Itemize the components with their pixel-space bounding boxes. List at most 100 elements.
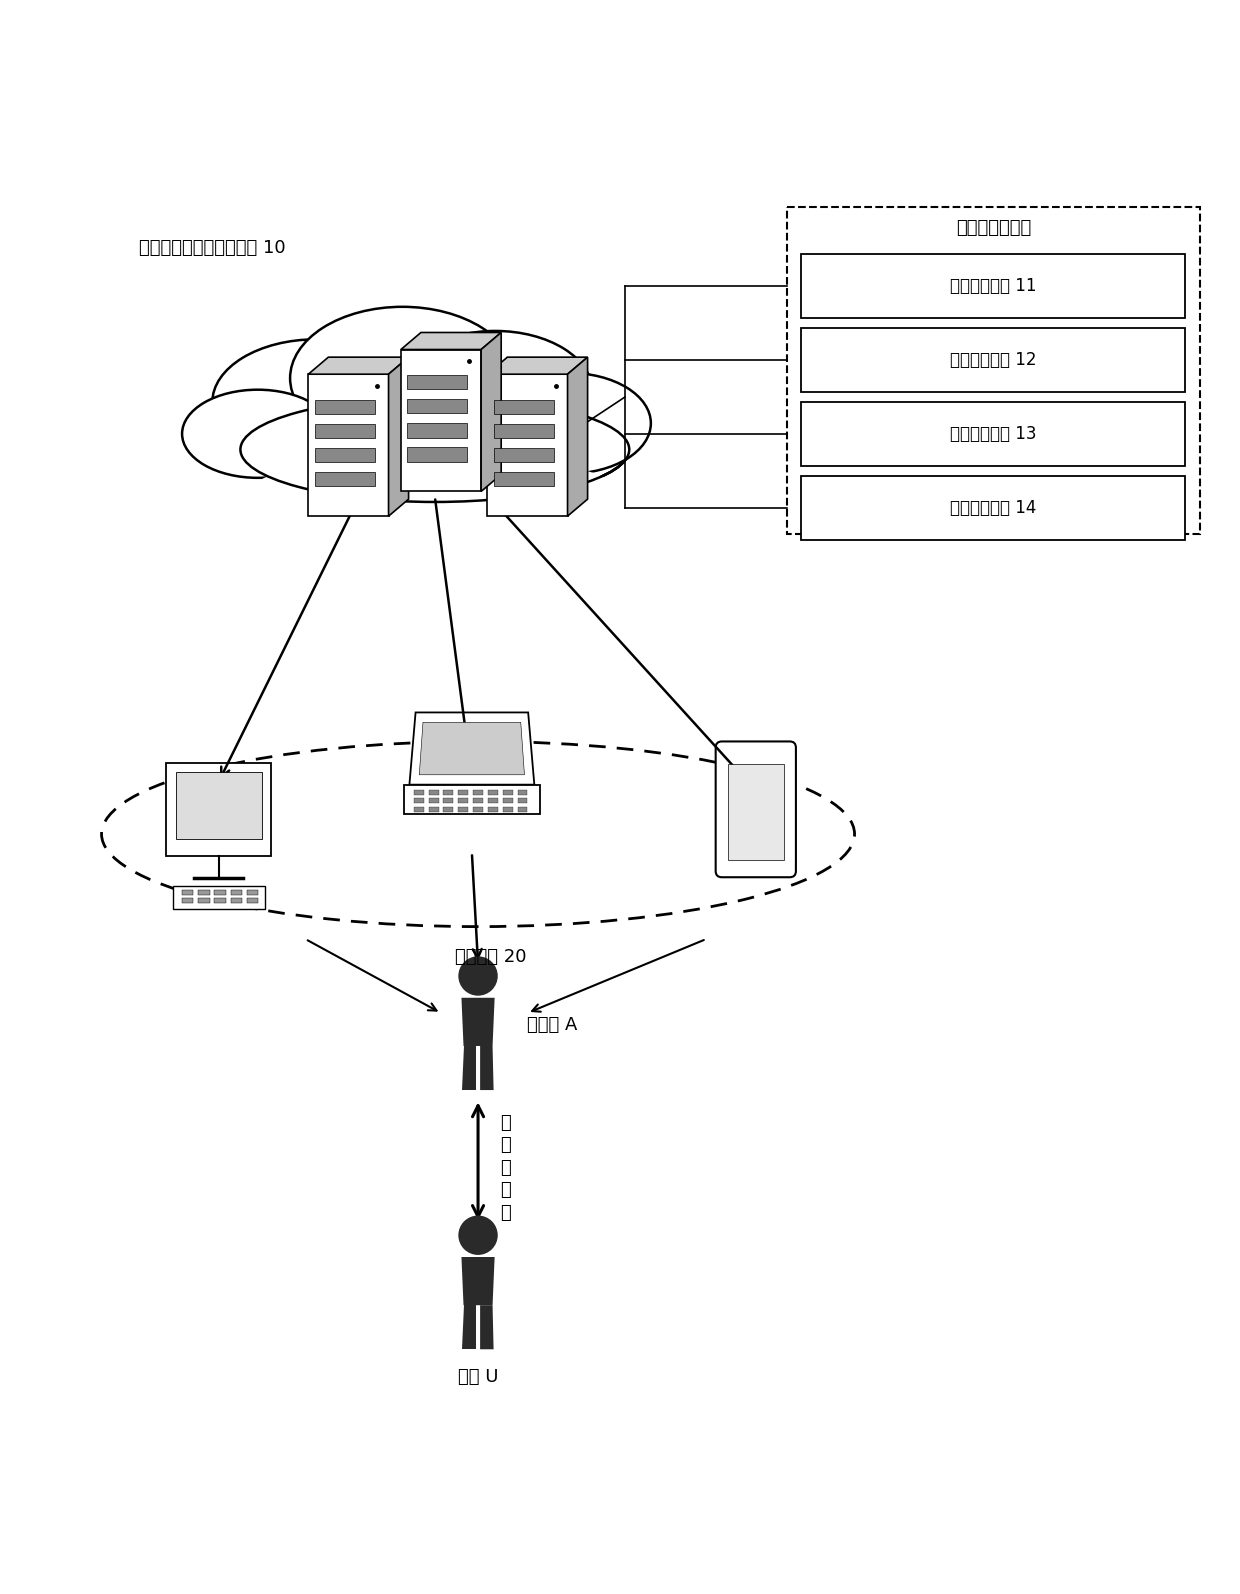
FancyBboxPatch shape	[474, 789, 482, 794]
Ellipse shape	[486, 373, 651, 473]
FancyBboxPatch shape	[315, 400, 374, 414]
Ellipse shape	[182, 389, 334, 478]
Polygon shape	[409, 713, 534, 784]
Circle shape	[459, 956, 497, 996]
FancyBboxPatch shape	[444, 799, 454, 803]
Polygon shape	[309, 357, 409, 375]
Ellipse shape	[290, 306, 515, 450]
FancyBboxPatch shape	[487, 789, 497, 794]
FancyBboxPatch shape	[198, 897, 210, 902]
FancyBboxPatch shape	[182, 897, 193, 902]
FancyBboxPatch shape	[215, 889, 226, 896]
Polygon shape	[461, 998, 495, 1046]
FancyBboxPatch shape	[247, 889, 258, 896]
FancyBboxPatch shape	[801, 402, 1185, 465]
Text: 视觉识别接口 12: 视觉识别接口 12	[950, 351, 1037, 368]
Polygon shape	[461, 1258, 495, 1305]
FancyBboxPatch shape	[487, 807, 497, 811]
Text: 情感计算接口 14: 情感计算接口 14	[950, 499, 1037, 516]
FancyBboxPatch shape	[728, 764, 784, 859]
FancyBboxPatch shape	[474, 807, 482, 811]
FancyBboxPatch shape	[444, 789, 454, 794]
Text: 互: 互	[500, 1203, 511, 1221]
FancyBboxPatch shape	[309, 375, 388, 516]
Text: 交: 交	[500, 1181, 511, 1199]
Ellipse shape	[252, 454, 619, 528]
Text: 模: 模	[500, 1137, 511, 1154]
FancyBboxPatch shape	[715, 741, 796, 877]
Polygon shape	[480, 1046, 494, 1090]
Ellipse shape	[212, 340, 419, 465]
Polygon shape	[404, 784, 539, 815]
Text: 语义理解接口 11: 语义理解接口 11	[950, 277, 1037, 295]
Polygon shape	[480, 1305, 494, 1349]
FancyBboxPatch shape	[487, 375, 568, 516]
FancyBboxPatch shape	[429, 789, 439, 794]
FancyBboxPatch shape	[429, 799, 439, 803]
FancyBboxPatch shape	[459, 789, 469, 794]
Polygon shape	[481, 333, 501, 491]
Text: 智能设备 20: 智能设备 20	[455, 948, 526, 966]
Ellipse shape	[398, 332, 593, 453]
FancyBboxPatch shape	[231, 897, 242, 902]
FancyBboxPatch shape	[474, 799, 482, 803]
Text: 用户 U: 用户 U	[458, 1368, 498, 1387]
FancyBboxPatch shape	[407, 424, 467, 437]
Circle shape	[459, 1216, 497, 1254]
FancyBboxPatch shape	[494, 400, 554, 414]
FancyBboxPatch shape	[182, 889, 193, 896]
FancyBboxPatch shape	[459, 807, 469, 811]
FancyBboxPatch shape	[502, 789, 512, 794]
Polygon shape	[463, 1046, 476, 1090]
FancyBboxPatch shape	[166, 764, 272, 856]
FancyBboxPatch shape	[494, 448, 554, 462]
FancyBboxPatch shape	[315, 472, 374, 486]
Text: 虚拟人能力接口: 虚拟人能力接口	[956, 218, 1030, 238]
FancyBboxPatch shape	[315, 448, 374, 462]
FancyBboxPatch shape	[414, 789, 424, 794]
FancyBboxPatch shape	[414, 807, 424, 811]
Ellipse shape	[398, 332, 593, 453]
Ellipse shape	[290, 306, 515, 450]
Polygon shape	[419, 722, 525, 775]
Ellipse shape	[212, 340, 419, 465]
FancyBboxPatch shape	[247, 897, 258, 902]
FancyBboxPatch shape	[176, 773, 262, 838]
FancyBboxPatch shape	[444, 807, 454, 811]
FancyBboxPatch shape	[801, 253, 1185, 319]
FancyBboxPatch shape	[315, 424, 374, 438]
Ellipse shape	[241, 397, 629, 502]
Text: 云端大脑（云端服务器） 10: 云端大脑（云端服务器） 10	[139, 239, 285, 257]
FancyBboxPatch shape	[517, 789, 527, 794]
Polygon shape	[487, 357, 588, 375]
Polygon shape	[388, 357, 409, 516]
Text: 虚拟人 A: 虚拟人 A	[527, 1017, 578, 1035]
FancyBboxPatch shape	[459, 799, 469, 803]
Ellipse shape	[486, 373, 651, 473]
FancyBboxPatch shape	[401, 349, 481, 491]
FancyBboxPatch shape	[429, 807, 439, 811]
Text: 认知计算接口 13: 认知计算接口 13	[950, 426, 1037, 443]
FancyBboxPatch shape	[231, 889, 242, 896]
FancyBboxPatch shape	[494, 472, 554, 486]
FancyBboxPatch shape	[407, 398, 467, 413]
FancyBboxPatch shape	[502, 799, 512, 803]
FancyBboxPatch shape	[172, 886, 265, 909]
Text: 态: 态	[500, 1159, 511, 1176]
FancyBboxPatch shape	[487, 799, 497, 803]
Text: 多: 多	[500, 1114, 511, 1132]
FancyBboxPatch shape	[517, 799, 527, 803]
FancyBboxPatch shape	[407, 448, 467, 462]
FancyBboxPatch shape	[517, 807, 527, 811]
FancyBboxPatch shape	[215, 897, 226, 902]
FancyBboxPatch shape	[407, 375, 467, 389]
FancyBboxPatch shape	[494, 424, 554, 438]
Polygon shape	[401, 333, 501, 349]
Ellipse shape	[182, 389, 334, 478]
FancyBboxPatch shape	[801, 328, 1185, 392]
Polygon shape	[568, 357, 588, 516]
FancyBboxPatch shape	[502, 807, 512, 811]
FancyBboxPatch shape	[801, 477, 1185, 540]
FancyBboxPatch shape	[414, 799, 424, 803]
FancyBboxPatch shape	[198, 889, 210, 896]
